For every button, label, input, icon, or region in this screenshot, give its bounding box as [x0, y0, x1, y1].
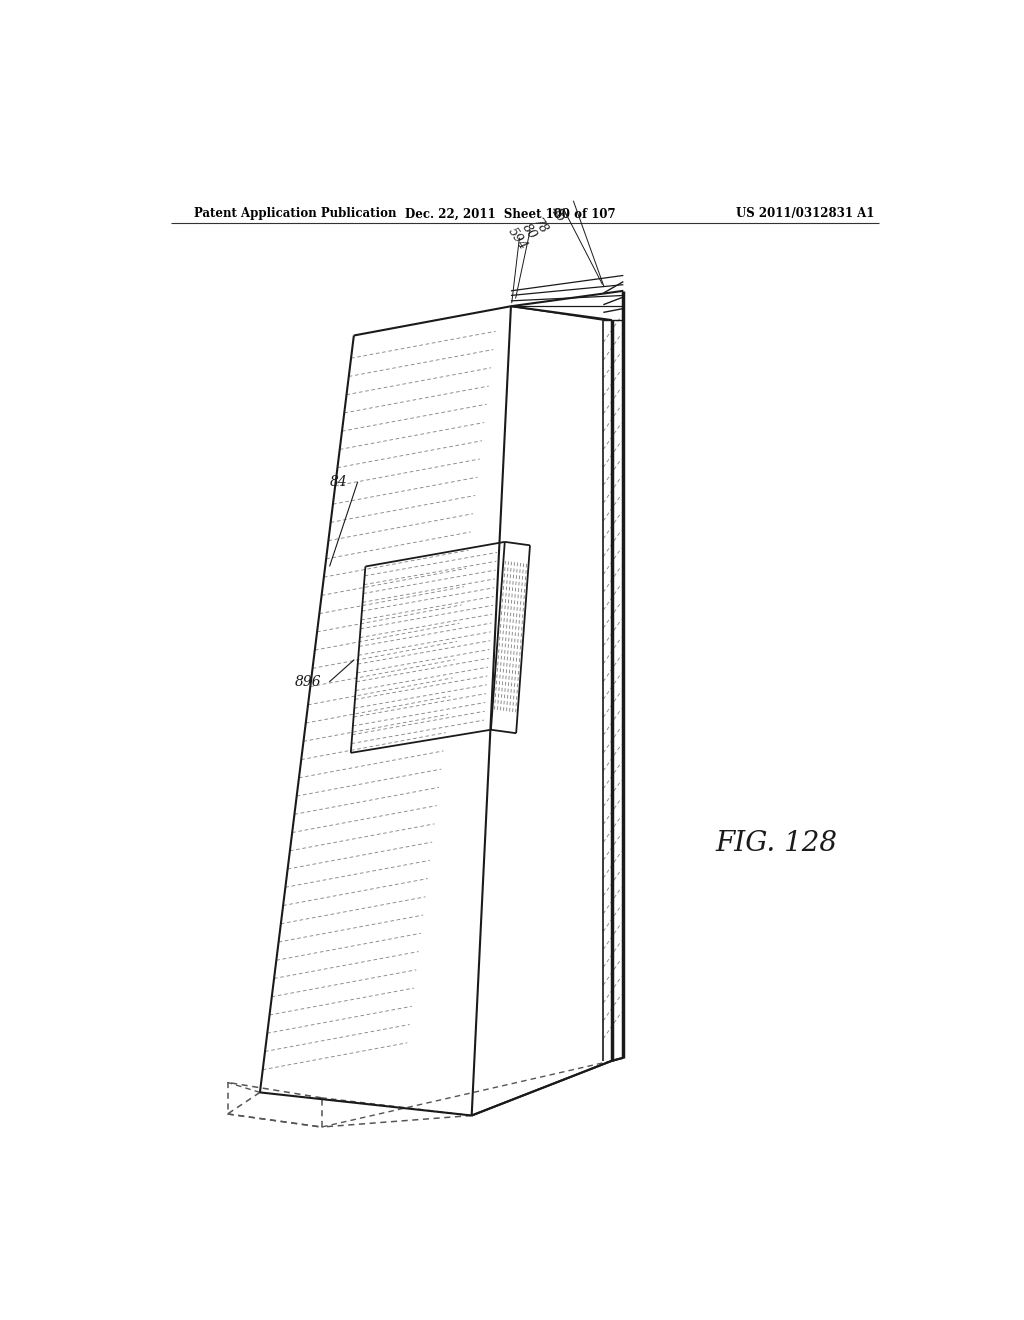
Text: 594: 594	[505, 226, 529, 253]
Text: 80: 80	[519, 222, 540, 242]
Text: US 2011/0312831 A1: US 2011/0312831 A1	[736, 207, 874, 220]
Text: 46: 46	[548, 203, 568, 224]
Text: 896: 896	[294, 675, 321, 689]
Text: FIG. 128: FIG. 128	[716, 830, 838, 857]
Text: 78: 78	[530, 216, 550, 236]
Text: Patent Application Publication: Patent Application Publication	[194, 207, 396, 220]
Text: 84: 84	[330, 475, 347, 488]
Text: Dec. 22, 2011  Sheet 100 of 107: Dec. 22, 2011 Sheet 100 of 107	[406, 207, 616, 220]
